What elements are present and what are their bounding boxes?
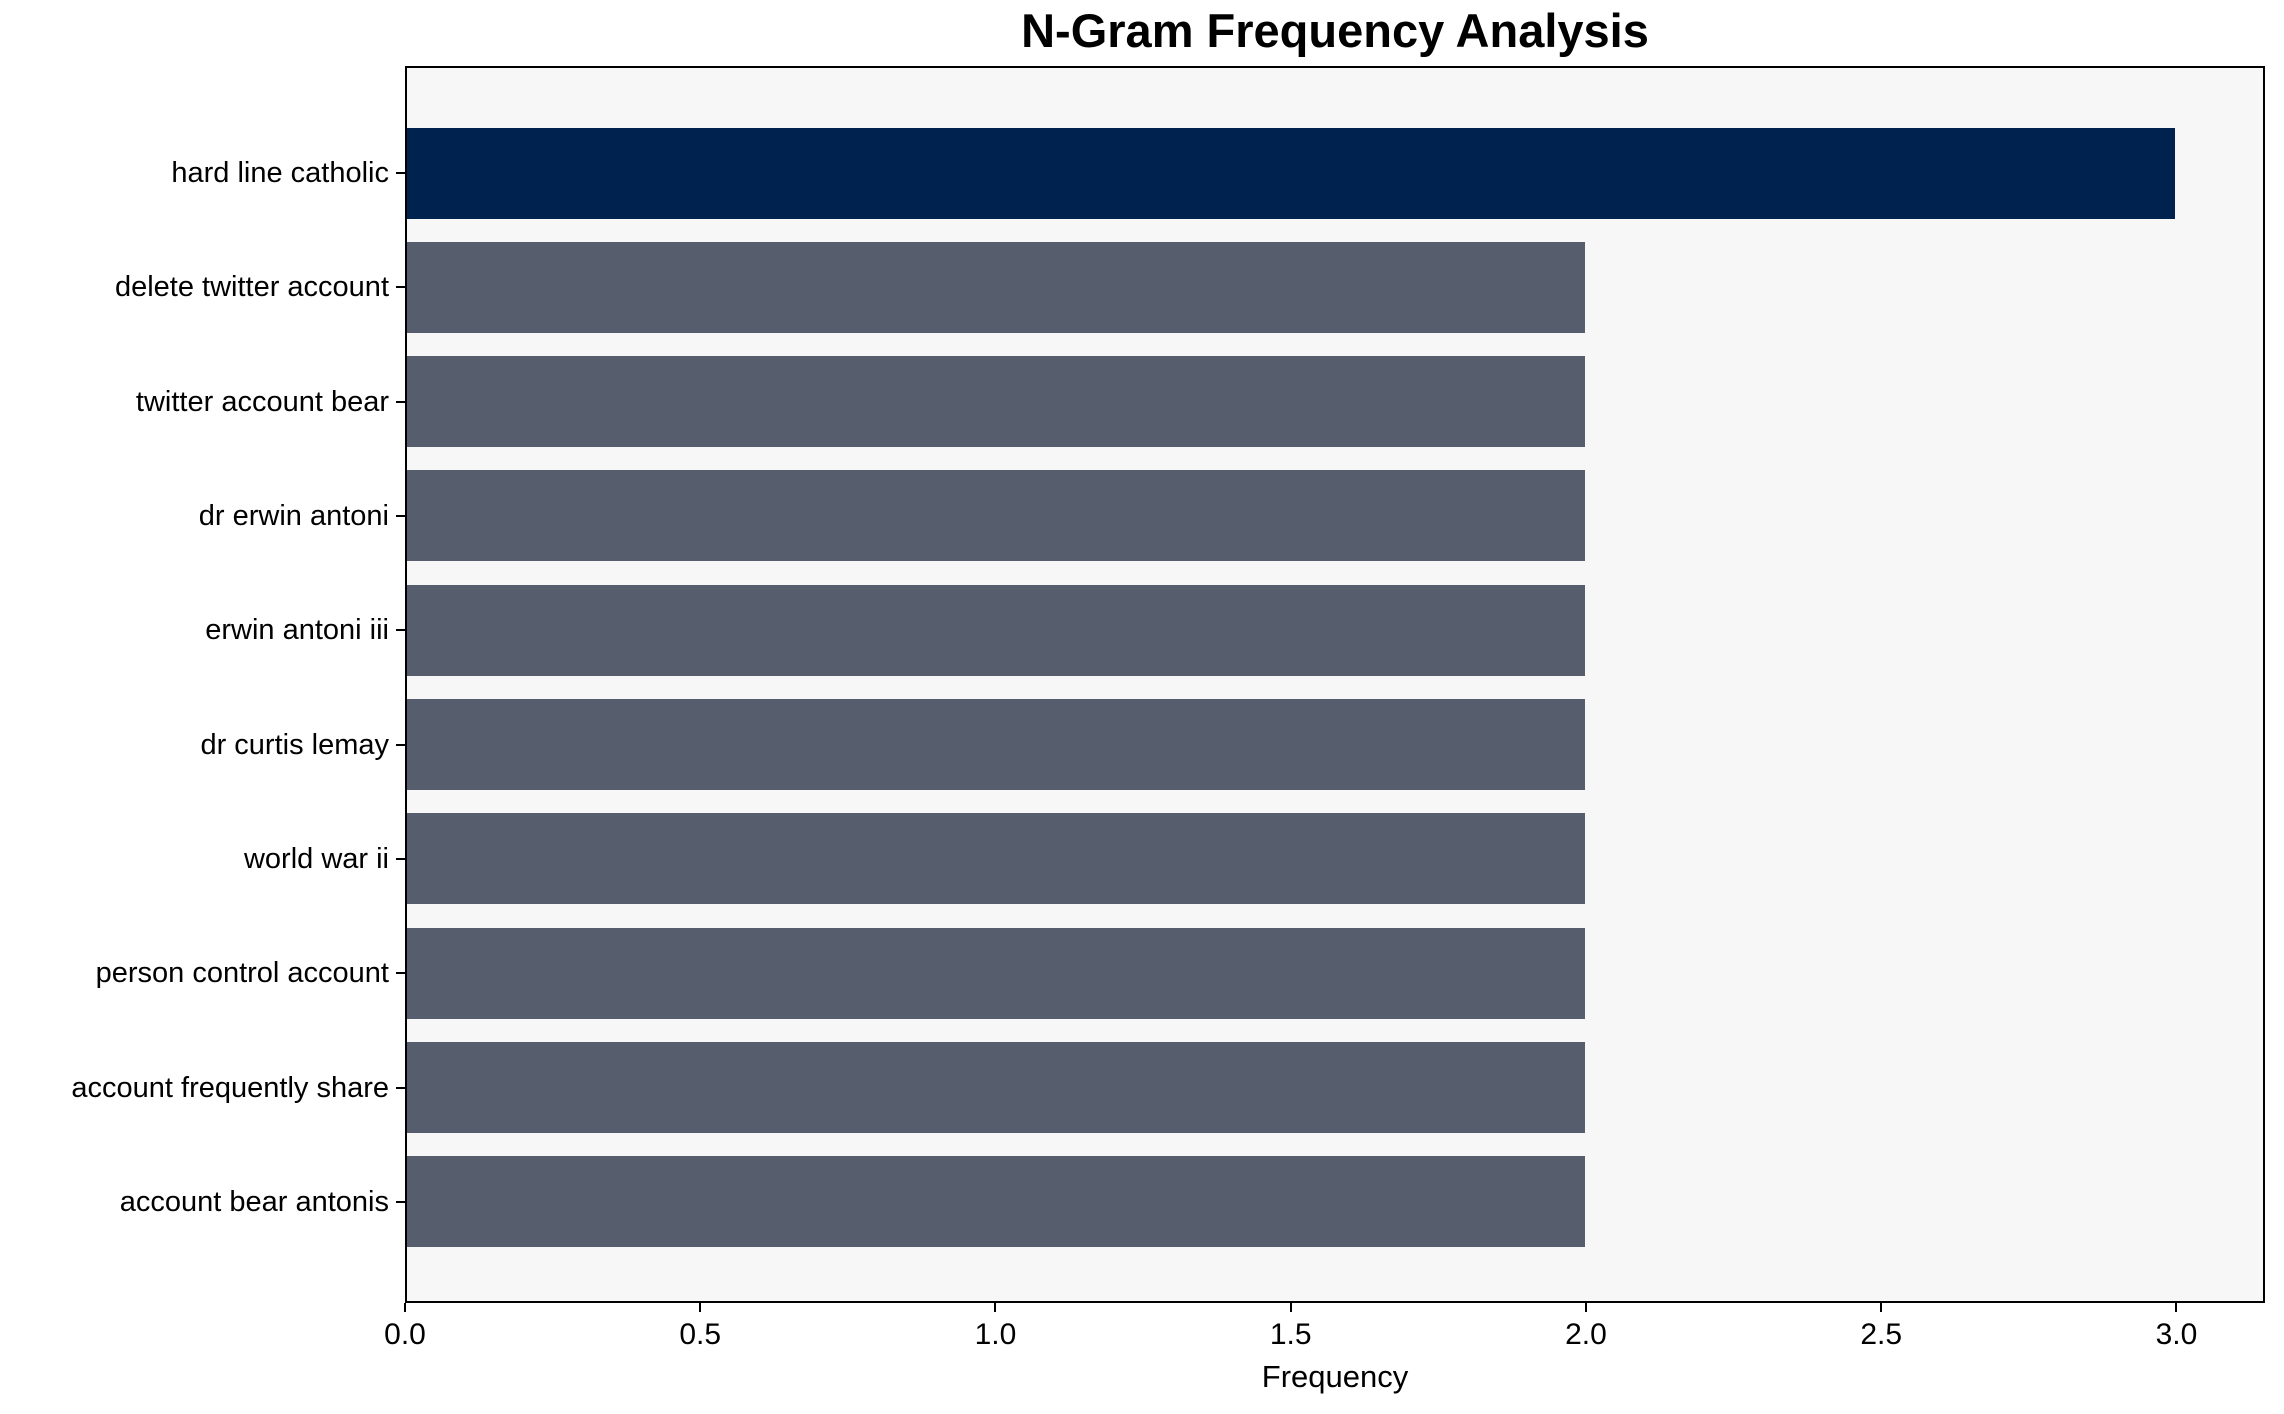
bar [407, 1042, 1586, 1134]
y-tick-label: account bear antonis [119, 1185, 389, 1218]
bar [407, 241, 1586, 333]
y-tick [396, 1200, 405, 1203]
bar [407, 127, 2175, 219]
x-tick [994, 1303, 997, 1312]
x-tick [2175, 1303, 2178, 1312]
x-tick-label: 0.0 [384, 1318, 426, 1351]
y-tick [396, 743, 405, 746]
x-tick-label: 0.5 [679, 1318, 722, 1351]
y-tick [396, 286, 405, 289]
bar [407, 470, 1586, 562]
y-tick [396, 1086, 405, 1089]
y-tick [396, 514, 405, 517]
y-tick [396, 972, 405, 975]
y-tick-label: erwin antoni iii [205, 614, 389, 647]
x-tick [1584, 1303, 1587, 1312]
y-tick [396, 857, 405, 860]
x-tick [1289, 1303, 1292, 1312]
bar [407, 927, 1586, 1019]
y-tick [396, 400, 405, 403]
y-tick-label: delete twitter account [114, 271, 389, 304]
y-tick-label: twitter account bear [135, 385, 389, 418]
bar [407, 584, 1586, 676]
y-tick-label: dr erwin antoni [198, 499, 389, 532]
bar [407, 813, 1586, 905]
x-tick-label: 3.0 [2155, 1318, 2198, 1351]
x-tick [1880, 1303, 1883, 1312]
bar [407, 1156, 1586, 1248]
y-tick [396, 172, 405, 174]
x-tick [699, 1303, 702, 1312]
chart-title: N-Gram Frequency Analysis [1021, 4, 1649, 57]
x-tick-label: 2.5 [1860, 1318, 1903, 1351]
bar [407, 356, 1586, 448]
y-tick-label: world war ii [243, 842, 389, 875]
y-tick [396, 629, 405, 632]
x-tick [404, 1303, 406, 1312]
y-tick-label: dr curtis lemay [200, 728, 389, 761]
bar [407, 699, 1586, 791]
x-tick-label: 2.0 [1565, 1318, 1607, 1351]
y-tick-label: account frequently share [71, 1071, 389, 1104]
plot-area [405, 66, 2265, 1303]
y-tick-label: hard line catholic [171, 157, 389, 189]
x-axis-label: Frequency [1261, 1359, 1409, 1394]
x-tick-label: 1.0 [974, 1318, 1017, 1351]
x-tick-label: 1.5 [1269, 1318, 1312, 1351]
y-tick-label: person control account [95, 957, 389, 990]
